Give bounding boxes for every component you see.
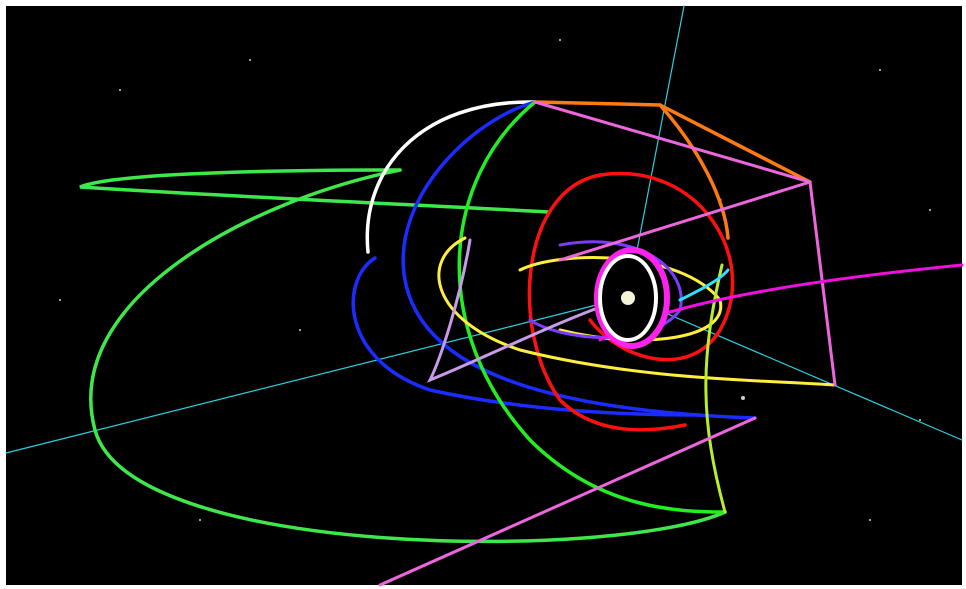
orbit	[678, 268, 730, 302]
orbit	[378, 416, 757, 587]
orbit	[351, 256, 702, 417]
orbit	[401, 100, 757, 420]
space-background	[6, 6, 962, 585]
orbit	[457, 100, 727, 514]
orbit	[437, 236, 837, 387]
sun	[621, 291, 635, 305]
axis-line	[5, 296, 629, 454]
orbit	[558, 180, 812, 262]
orbit	[89, 168, 727, 544]
orbit	[79, 168, 550, 214]
axis-line	[627, 296, 963, 441]
orbit	[527, 173, 687, 432]
orbit	[588, 171, 735, 362]
orbit	[426, 238, 622, 383]
orbit	[704, 263, 727, 514]
orbit	[365, 100, 537, 254]
orbit	[658, 103, 730, 240]
orbits	[79, 100, 964, 587]
